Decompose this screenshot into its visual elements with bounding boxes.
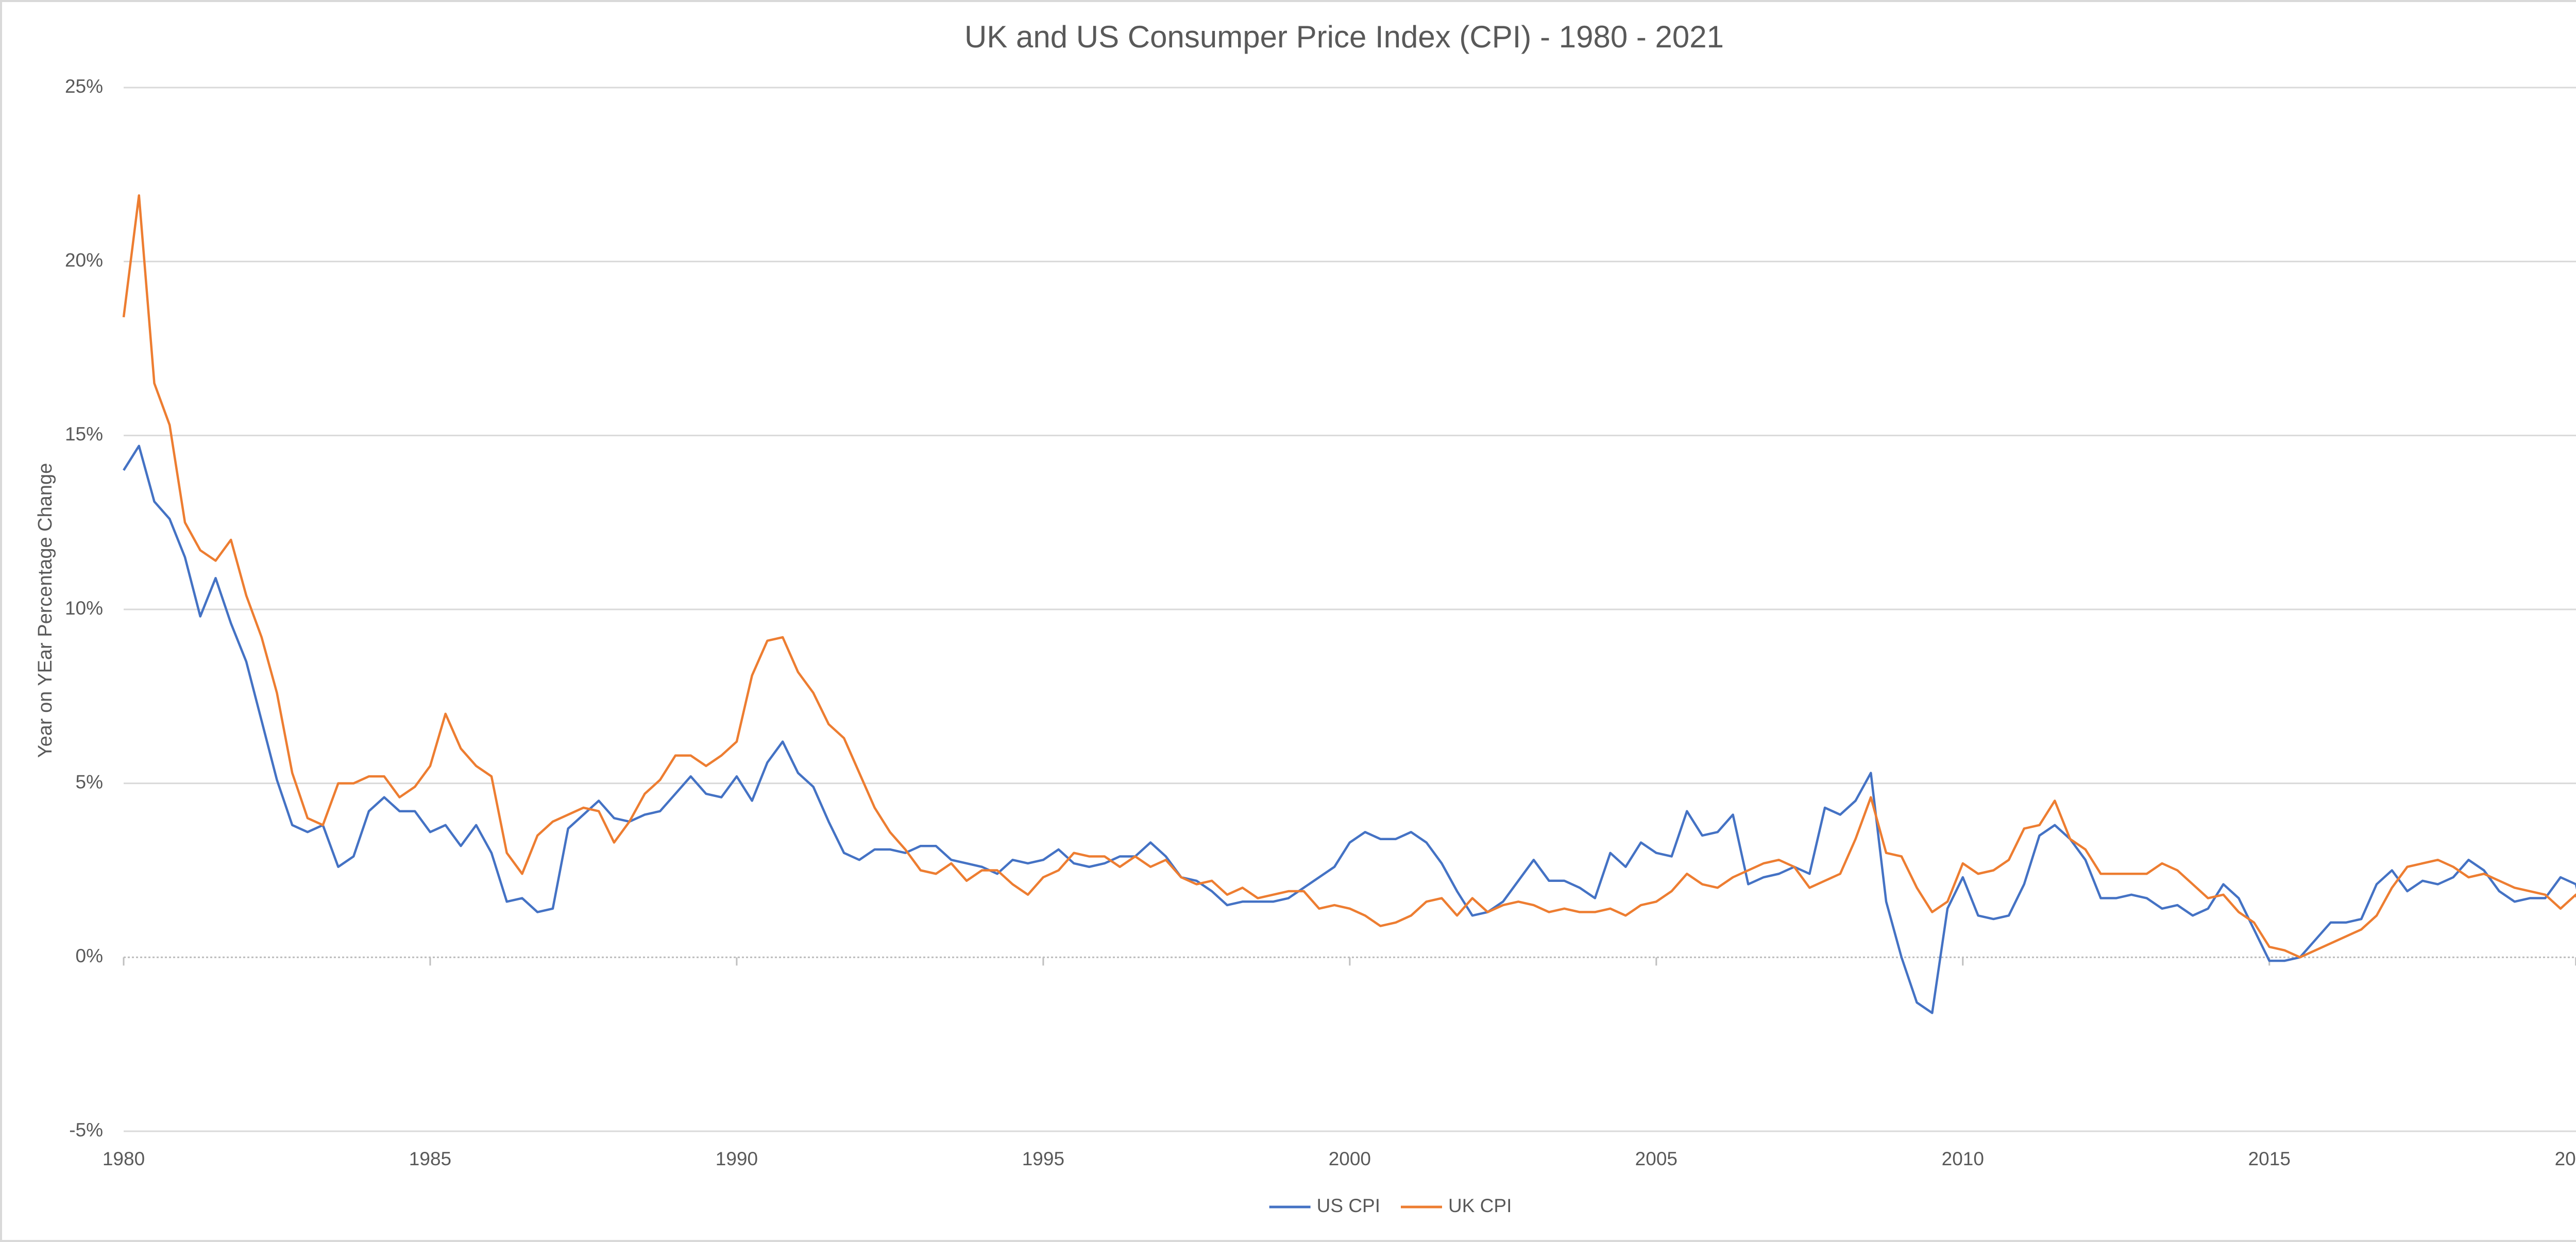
legend-label: US CPI [1317, 1195, 1380, 1216]
legend-label: UK CPI [1448, 1195, 1512, 1216]
x-tick-label: 2015 [2248, 1148, 2291, 1169]
y-tick-label: 25% [65, 76, 103, 97]
y-tick-label: 15% [65, 423, 103, 445]
x-tick-label: 1995 [1022, 1148, 1064, 1169]
y-tick-label: -5% [69, 1119, 103, 1141]
y-tick-label: 20% [65, 249, 103, 270]
x-tick-label: 2010 [1942, 1148, 1984, 1169]
x-tick-label: 2005 [1635, 1148, 1677, 1169]
y-axis-label: Year on YEar Percentage Change [35, 463, 56, 758]
legend-item: UK CPI [1401, 1195, 1512, 1216]
series-line [122, 194, 2576, 959]
x-tick-label: 2000 [1329, 1148, 1371, 1169]
y-tick-label: 5% [76, 771, 103, 792]
legend: US CPI UK CPI [1269, 1195, 1512, 1216]
legend-item: US CPI [1269, 1195, 1380, 1216]
x-tick-label: 1985 [409, 1148, 451, 1169]
x-tick-label: 1990 [716, 1148, 758, 1169]
y-tick-label: 10% [65, 598, 103, 619]
chart-title: UK and US Consumper Price Index (CPI) - … [964, 20, 1724, 54]
series-line [123, 445, 2576, 1014]
x-tick-label: 2020 [2555, 1148, 2576, 1169]
y-tick-label: 0% [76, 945, 103, 966]
x-tick-label: 1980 [103, 1148, 145, 1169]
